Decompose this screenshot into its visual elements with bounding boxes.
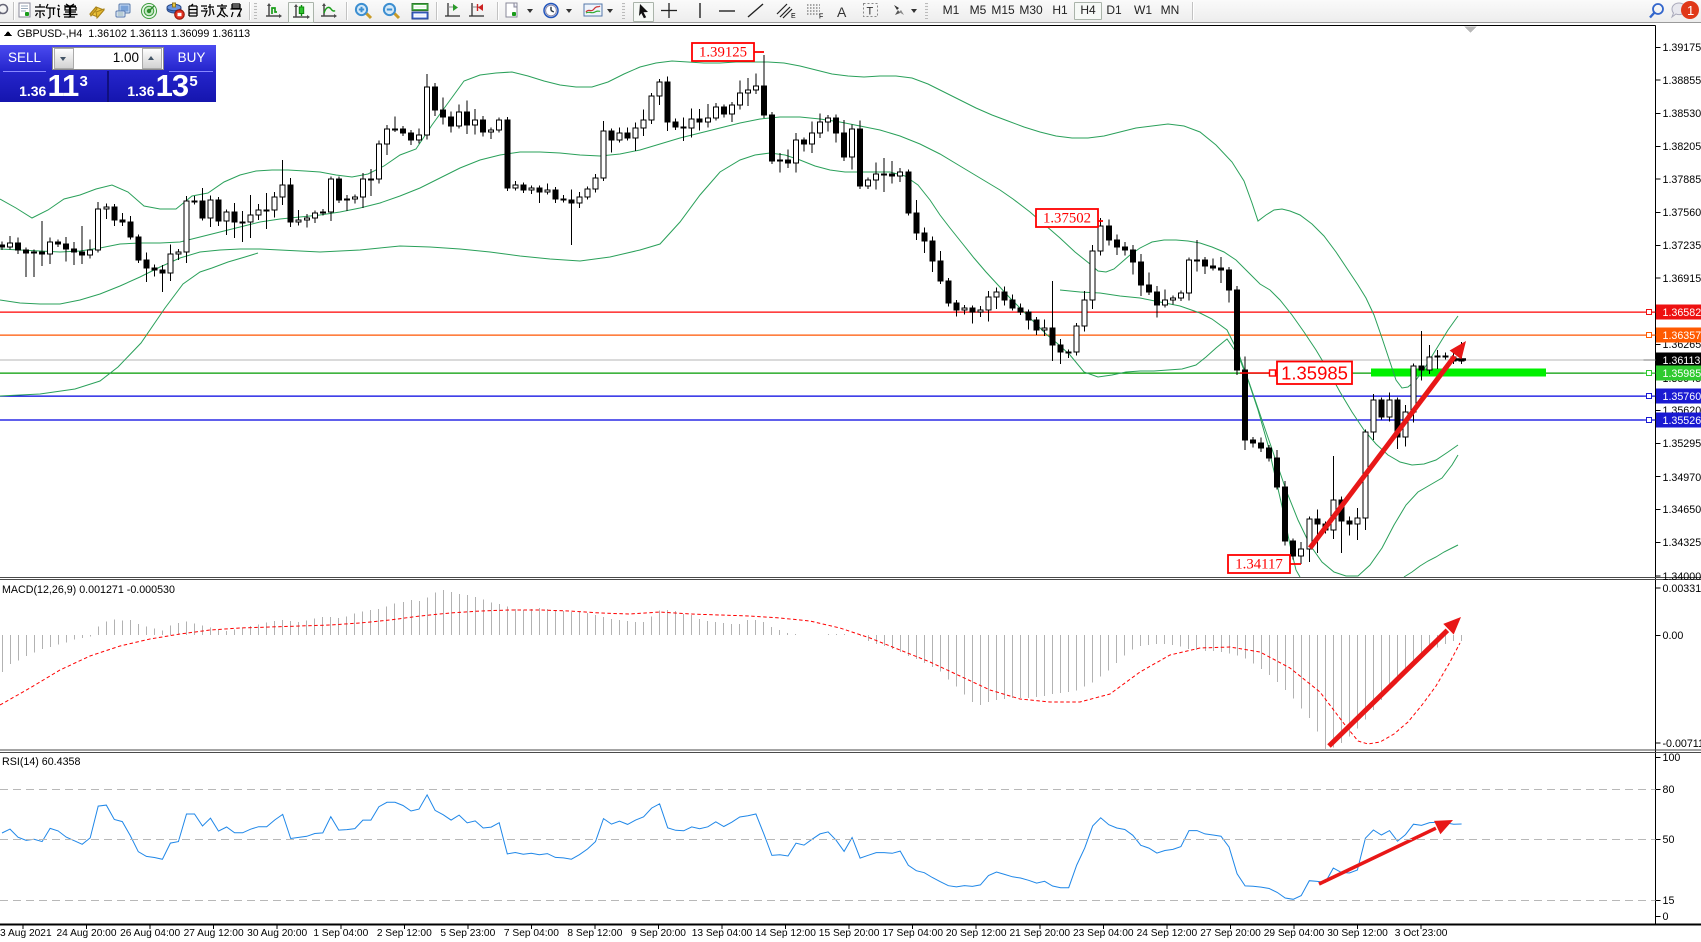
svg-text:26 Aug 04:00: 26 Aug 04:00 bbox=[120, 928, 180, 939]
svg-text:1.39125: 1.39125 bbox=[699, 45, 747, 61]
svg-text:27 Sep 20:00: 27 Sep 20:00 bbox=[1200, 928, 1261, 939]
svg-text:20 Sep 12:00: 20 Sep 12:00 bbox=[946, 928, 1007, 939]
svg-text:1.37502: 1.37502 bbox=[1043, 211, 1091, 227]
svg-text:30 Aug 20:00: 30 Aug 20:00 bbox=[247, 928, 307, 939]
svg-text:MACD(12,26,9) 0.001271 -0.0005: MACD(12,26,9) 0.001271 -0.000530 bbox=[2, 584, 175, 596]
svg-text:17 Sep 04:00: 17 Sep 04:00 bbox=[882, 928, 943, 939]
svg-text:1.36582: 1.36582 bbox=[1663, 307, 1701, 319]
svg-text:1.38855: 1.38855 bbox=[1663, 75, 1701, 87]
svg-text:8 Sep 12:00: 8 Sep 12:00 bbox=[567, 928, 622, 939]
svg-text:F: F bbox=[819, 14, 823, 21]
svg-text:0: 0 bbox=[1663, 911, 1669, 923]
svg-text:50: 50 bbox=[1663, 834, 1675, 846]
svg-text:1.35526: 1.35526 bbox=[1663, 415, 1701, 427]
svg-text:0.00: 0.00 bbox=[1663, 630, 1684, 642]
svg-text:1.34650: 1.34650 bbox=[1663, 504, 1701, 516]
svg-text:1.34970: 1.34970 bbox=[1663, 472, 1701, 484]
svg-text:1.37235: 1.37235 bbox=[1663, 240, 1701, 252]
svg-text:23 Aug 2021: 23 Aug 2021 bbox=[0, 928, 52, 939]
svg-text:1.34117: 1.34117 bbox=[1235, 557, 1283, 573]
svg-text:1.36915: 1.36915 bbox=[1663, 273, 1701, 285]
svg-text:1.36357: 1.36357 bbox=[1663, 330, 1701, 342]
svg-text:15 Sep 20:00: 15 Sep 20:00 bbox=[819, 928, 880, 939]
svg-text:21 Sep 20:00: 21 Sep 20:00 bbox=[1009, 928, 1070, 939]
svg-text:1.35295: 1.35295 bbox=[1663, 438, 1701, 450]
svg-text:1.35985: 1.35985 bbox=[1663, 368, 1701, 380]
svg-text:24 Aug 20:00: 24 Aug 20:00 bbox=[56, 928, 116, 939]
svg-text:RSI(14) 60.4358: RSI(14) 60.4358 bbox=[2, 756, 80, 768]
svg-text:1.35760: 1.35760 bbox=[1663, 391, 1701, 403]
svg-text:1.37560: 1.37560 bbox=[1663, 207, 1701, 219]
svg-text:1.38205: 1.38205 bbox=[1663, 141, 1701, 153]
svg-text:1.37885: 1.37885 bbox=[1663, 174, 1701, 186]
svg-text:9 Sep 20:00: 9 Sep 20:00 bbox=[631, 928, 686, 939]
svg-text:23 Sep 04:00: 23 Sep 04:00 bbox=[1073, 928, 1134, 939]
svg-text:30 Sep 12:00: 30 Sep 12:00 bbox=[1327, 928, 1388, 939]
svg-text:1.36113: 1.36113 bbox=[1663, 355, 1701, 367]
svg-text:1.39175: 1.39175 bbox=[1663, 42, 1701, 54]
svg-text:1.35985: 1.35985 bbox=[1281, 363, 1348, 384]
svg-text:1.34325: 1.34325 bbox=[1663, 537, 1701, 549]
svg-text:100: 100 bbox=[1663, 752, 1681, 764]
svg-text:GBPUSD-,H4 1.36102 1.36113 1.: GBPUSD-,H4 1.36102 1.36113 1.36099 1.361… bbox=[17, 28, 250, 40]
svg-text:2 Sep 12:00: 2 Sep 12:00 bbox=[377, 928, 432, 939]
svg-text:14 Sep 12:00: 14 Sep 12:00 bbox=[755, 928, 816, 939]
svg-text:1 Sep 04:00: 1 Sep 04:00 bbox=[313, 928, 368, 939]
svg-text:27 Aug 12:00: 27 Aug 12:00 bbox=[184, 928, 244, 939]
svg-text:24 Sep 12:00: 24 Sep 12:00 bbox=[1137, 928, 1198, 939]
svg-text:3 Oct 23:00: 3 Oct 23:00 bbox=[1395, 928, 1448, 939]
svg-text:15: 15 bbox=[1663, 895, 1675, 907]
svg-text:5 Sep 23:00: 5 Sep 23:00 bbox=[440, 928, 495, 939]
svg-text:-0.007112: -0.007112 bbox=[1663, 738, 1701, 750]
svg-text:29 Sep 04:00: 29 Sep 04:00 bbox=[1264, 928, 1325, 939]
svg-text:1.38530: 1.38530 bbox=[1663, 108, 1701, 120]
svg-text:E: E bbox=[791, 13, 796, 20]
svg-text:1: 1 bbox=[1687, 3, 1694, 18]
svg-text:1.34000: 1.34000 bbox=[1663, 571, 1701, 583]
svg-text:7 Sep 04:00: 7 Sep 04:00 bbox=[504, 928, 559, 939]
svg-text:0.003315: 0.003315 bbox=[1663, 583, 1701, 595]
svg-text:80: 80 bbox=[1663, 784, 1675, 796]
svg-text:T: T bbox=[867, 6, 874, 18]
svg-text:13 Sep 04:00: 13 Sep 04:00 bbox=[692, 928, 753, 939]
